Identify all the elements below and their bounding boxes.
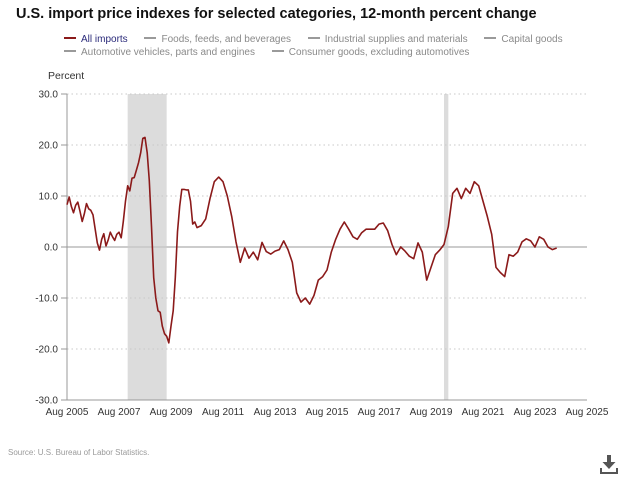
x-tick-label: Aug 2025 [566,407,609,418]
y-axis-title: Percent [48,70,85,82]
download-button[interactable] [599,453,619,475]
legend-swatch [64,37,76,40]
y-tick-label: 0.0 [44,243,58,254]
legend-label: Foods, feeds, and beverages [161,34,291,45]
x-tick-label: Aug 2005 [46,407,89,418]
legend-item-industrial[interactable]: Industrial supplies and materials [307,33,468,46]
x-tick-label: Aug 2013 [254,407,297,418]
x-tick-label: Aug 2017 [358,407,401,418]
download-icon [600,455,618,474]
x-tick-label: Aug 2015 [306,407,349,418]
y-tick-label: -30.0 [35,396,58,407]
legend-label: Consumer goods, excluding automotives [288,47,470,58]
legend-label: Automotive vehicles, parts and engines [81,47,255,58]
series-line-all-imports[interactable] [66,136,557,344]
legend-swatch [144,37,157,40]
y-tick-label: -10.0 [35,294,58,305]
legend-swatch [271,50,284,53]
y-tick-label: 30.0 [39,90,59,101]
legend-item-foods[interactable]: Foods, feeds, and beverages [144,33,291,46]
legend-item-all-imports[interactable]: All imports [64,33,128,46]
legend-swatch [64,50,76,53]
legend-label: All imports [81,34,128,45]
y-tick-label: 20.0 [39,141,59,152]
x-tick-label: Aug 2011 [202,407,245,418]
legend-item-automotive[interactable]: Automotive vehicles, parts and engines [64,46,255,59]
legend-item-consumer[interactable]: Consumer goods, excluding automotives [271,46,470,59]
x-tick-label: Aug 2019 [410,407,453,418]
legend: All imports Foods, feeds, and beverages … [64,33,584,59]
chart-title: U.S. import price indexes for selected c… [16,6,537,22]
y-tick-label: 10.0 [39,192,59,203]
legend-swatch [307,37,320,40]
x-tick-label: Aug 2009 [150,407,193,418]
legend-label: Industrial supplies and materials [324,34,468,45]
x-tick-label: Aug 2007 [98,407,141,418]
source-note: Source: U.S. Bureau of Labor Statistics. [8,448,150,457]
legend-label: Capital goods [501,34,563,45]
legend-item-capital[interactable]: Capital goods [484,33,563,46]
legend-swatch [484,37,497,40]
x-tick-label: Aug 2023 [514,407,557,418]
y-tick-label: -20.0 [35,345,58,356]
x-tick-label: Aug 2021 [462,407,505,418]
